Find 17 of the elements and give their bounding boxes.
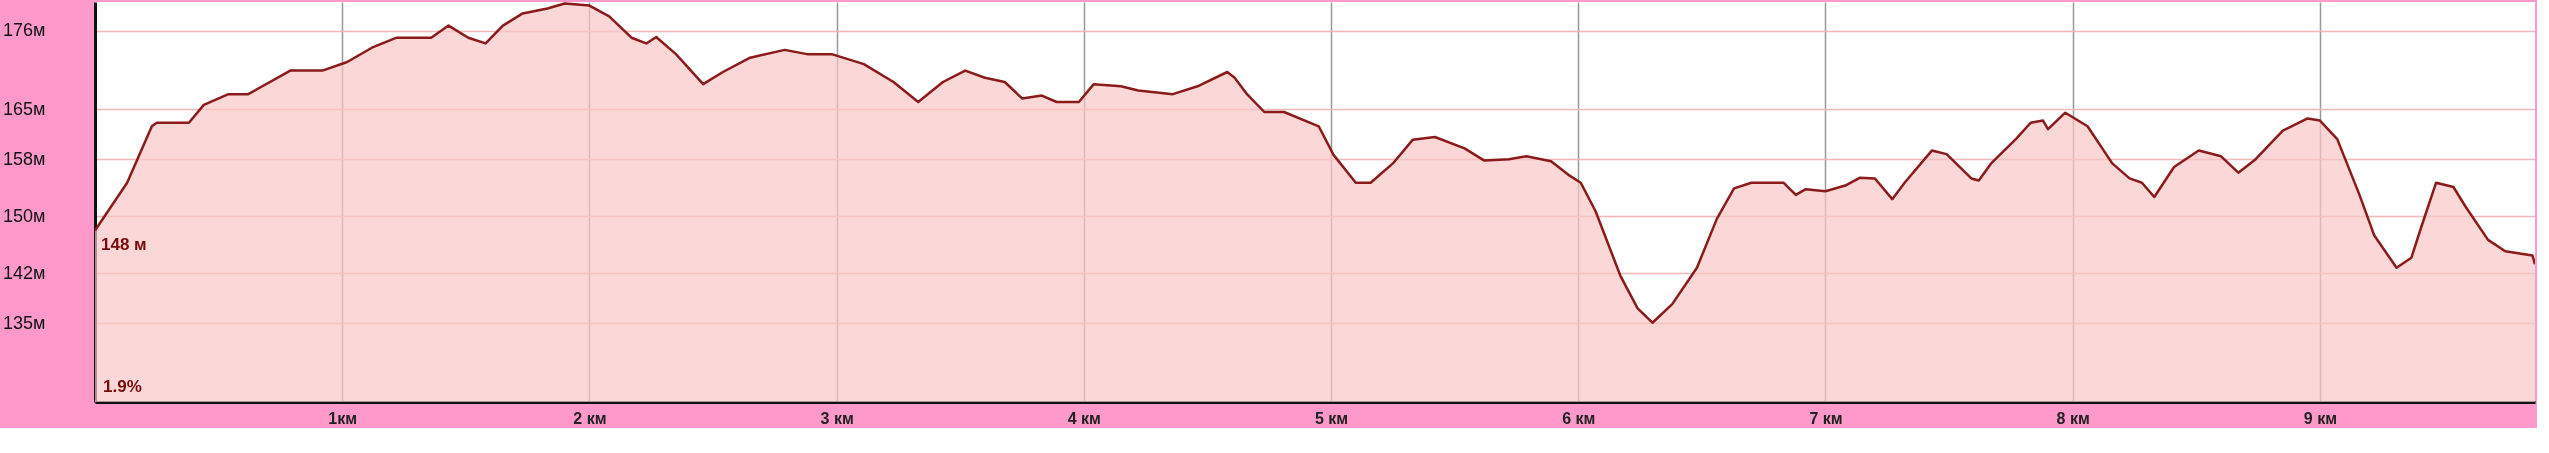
y-tick-label: 142м xyxy=(3,262,46,283)
y-tick-label: 165м xyxy=(3,98,46,119)
x-tick-label: 4 км xyxy=(1067,409,1101,427)
annotation: 1.9% xyxy=(103,377,142,396)
y-tick-label: 150м xyxy=(3,205,46,226)
annotation: 148 м xyxy=(101,234,147,254)
x-tick-label: 2 км xyxy=(573,409,607,427)
y-tick-label: 135м xyxy=(3,312,46,333)
x-tick-label: 5 км xyxy=(1314,409,1349,427)
y-tick-label: 158м xyxy=(3,148,46,169)
x-tick-label: 6 км xyxy=(1562,409,1596,427)
x-tick-label: 9 км xyxy=(2303,409,2338,427)
x-tick-label: 3 км xyxy=(820,409,854,427)
x-tick-label: 8 км xyxy=(2056,409,2090,427)
x-tick-label: 1км xyxy=(328,409,358,427)
y-tick-label: 176м xyxy=(3,20,46,41)
x-tick-label: 7 км xyxy=(1809,409,1843,427)
